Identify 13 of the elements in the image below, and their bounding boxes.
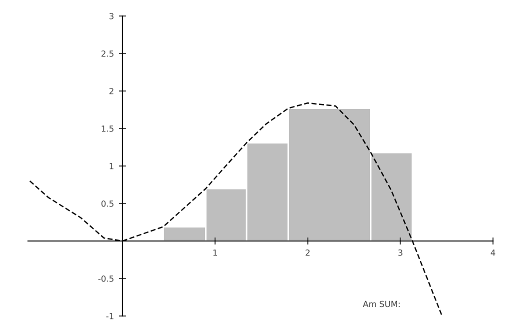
x-tick-label: 2 [306, 249, 310, 256]
x-tick-label: 1 [213, 250, 217, 256]
y-tick-label: 2.5 [102, 50, 114, 57]
y-tick-label: 2 [109, 88, 114, 94]
y-tick-label: 1 [110, 163, 114, 170]
x-tick-label: 3 [398, 249, 402, 256]
y-tick-label: -1 [106, 313, 114, 320]
x-tick-label: 4 [490, 250, 496, 256]
y-tick-label: -0.5 [98, 275, 114, 282]
y-tick-label: 0.5 [101, 200, 114, 207]
y-tick-label: 3 [109, 12, 114, 20]
y-tick-label: 1.5 [102, 126, 114, 132]
annotation: Am SUM: [362, 300, 400, 308]
